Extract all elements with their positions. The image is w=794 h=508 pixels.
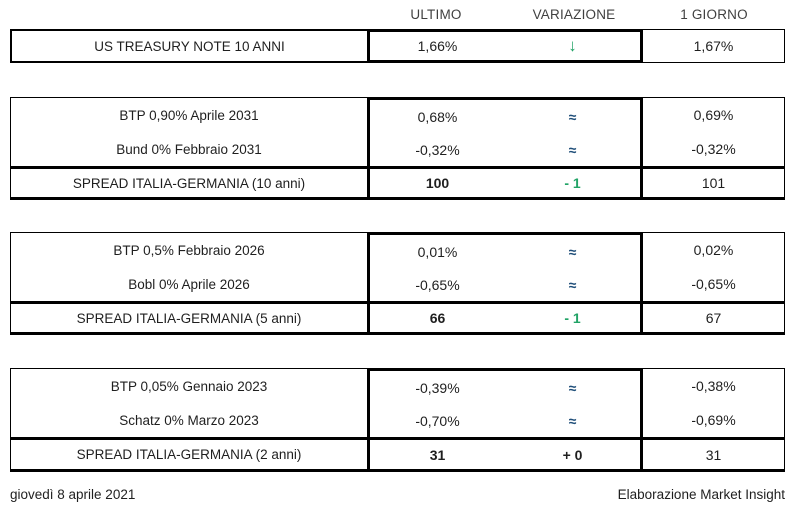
ultimo-value: 1,66% (417, 38, 458, 54)
instrument-label: BTP 0,90% Aprile 2031 (119, 107, 259, 123)
spread-row: 100 - 1 (370, 166, 640, 197)
giorno-column: 0,69% -0,32% 101 (643, 97, 785, 200)
ultimo-value: -0,65% (415, 276, 460, 293)
instrument-label: BTP 0,5% Febbraio 2026 (113, 242, 265, 258)
table-row: -0,65% ≈ (370, 268, 640, 301)
instrument-label: US TREASURY NOTE 10 ANNI (10, 29, 367, 63)
spread-label: SPREAD ITALIA-GERMANIA (10 anni) (11, 166, 367, 197)
values-box: 0,01% ≈ -0,65% ≈ 66 - 1 (367, 232, 643, 335)
label-column: BTP 0,05% Gennaio 2023 Schatz 0% Marzo 2… (10, 368, 367, 472)
header-ultimo: ULTIMO (410, 7, 462, 22)
spread-ultimo-value: 100 (425, 175, 450, 191)
instrument-label: BTP 0,05% Gennaio 2023 (110, 378, 268, 394)
giorno-value: 1,67% (643, 29, 785, 63)
giorno-value: 0,69% (693, 107, 734, 123)
table-row: 0,01% ≈ (370, 235, 640, 268)
spread-change-value: - 1 (564, 175, 581, 191)
giorno-value: -0,65% (691, 276, 736, 292)
header-1-giorno: 1 GIORNO (680, 7, 748, 22)
table-row: -0,70% ≈ (370, 404, 640, 437)
spread-giorno-value: 101 (643, 166, 784, 197)
spread-row: 31 + 0 (370, 437, 640, 469)
report-credit: Elaborazione Market Insight (617, 487, 785, 502)
table-row: -0,39% ≈ (370, 371, 640, 404)
spread-change-value: + 0 (562, 446, 583, 463)
giorno-value: -0,69% (691, 412, 736, 428)
spread-row: 66 - 1 (370, 301, 640, 332)
giorno-value: -0,32% (691, 141, 736, 157)
ultimo-value: -0,39% (415, 379, 460, 396)
us-treasury-row: US TREASURY NOTE 10 ANNI 1,66% ↓ 1,67% (10, 29, 785, 63)
spread-ultimo-value: 66 (429, 310, 446, 326)
header-variazione: VARIAZIONE (532, 7, 616, 22)
approx-equal-icon: ≈ (568, 379, 577, 396)
spread-change-value: - 1 (564, 310, 581, 326)
giorno-column: -0,38% -0,69% 31 (643, 368, 785, 472)
giorno-column: 0,02% -0,65% 67 (643, 232, 785, 335)
report-date: giovedì 8 aprile 2021 (10, 487, 136, 502)
ultimo-value: -0,32% (415, 141, 460, 158)
table-row: -0,32% ≈ (370, 133, 640, 166)
approx-equal-icon: ≈ (568, 412, 577, 429)
instrument-label: Bund 0% Febbraio 2031 (116, 141, 262, 157)
spread-section-2-anni: BTP 0,05% Gennaio 2023 Schatz 0% Marzo 2… (10, 368, 785, 472)
spread-ultimo-value: 31 (429, 446, 446, 463)
instrument-label: Schatz 0% Marzo 2023 (119, 412, 259, 428)
table-row: 0,68% ≈ (370, 100, 640, 133)
approx-equal-icon: ≈ (568, 141, 577, 158)
spread-section-5-anni: BTP 0,5% Febbraio 2026 Bobl 0% Aprile 20… (10, 232, 785, 335)
spread-label: SPREAD ITALIA-GERMANIA (5 anni) (11, 301, 367, 332)
down-arrow-icon: ↓ (568, 36, 577, 55)
spread-section-10-anni: BTP 0,90% Aprile 2031 Bund 0% Febbraio 2… (10, 97, 785, 200)
approx-equal-icon: ≈ (568, 276, 577, 293)
ultimo-value: 0,68% (417, 108, 458, 125)
treasury-values-box: 1,66% ↓ (367, 29, 643, 63)
values-box: 0,68% ≈ -0,32% ≈ 100 - 1 (367, 97, 643, 200)
approx-equal-icon: ≈ (568, 108, 577, 125)
label-column: BTP 0,90% Aprile 2031 Bund 0% Febbraio 2… (10, 97, 367, 200)
ultimo-value: -0,70% (415, 412, 460, 429)
values-box: -0,39% ≈ -0,70% ≈ 31 + 0 (367, 368, 643, 472)
ultimo-value: 0,01% (417, 243, 458, 260)
approx-equal-icon: ≈ (568, 243, 577, 260)
spread-label: SPREAD ITALIA-GERMANIA (2 anni) (11, 437, 367, 469)
instrument-label: Bobl 0% Aprile 2026 (128, 276, 250, 292)
spread-giorno-value: 67 (643, 301, 784, 332)
giorno-value: 0,02% (693, 242, 734, 258)
giorno-value: -0,38% (691, 378, 736, 394)
label-column: BTP 0,5% Febbraio 2026 Bobl 0% Aprile 20… (10, 232, 367, 335)
spread-giorno-value: 31 (643, 437, 784, 469)
